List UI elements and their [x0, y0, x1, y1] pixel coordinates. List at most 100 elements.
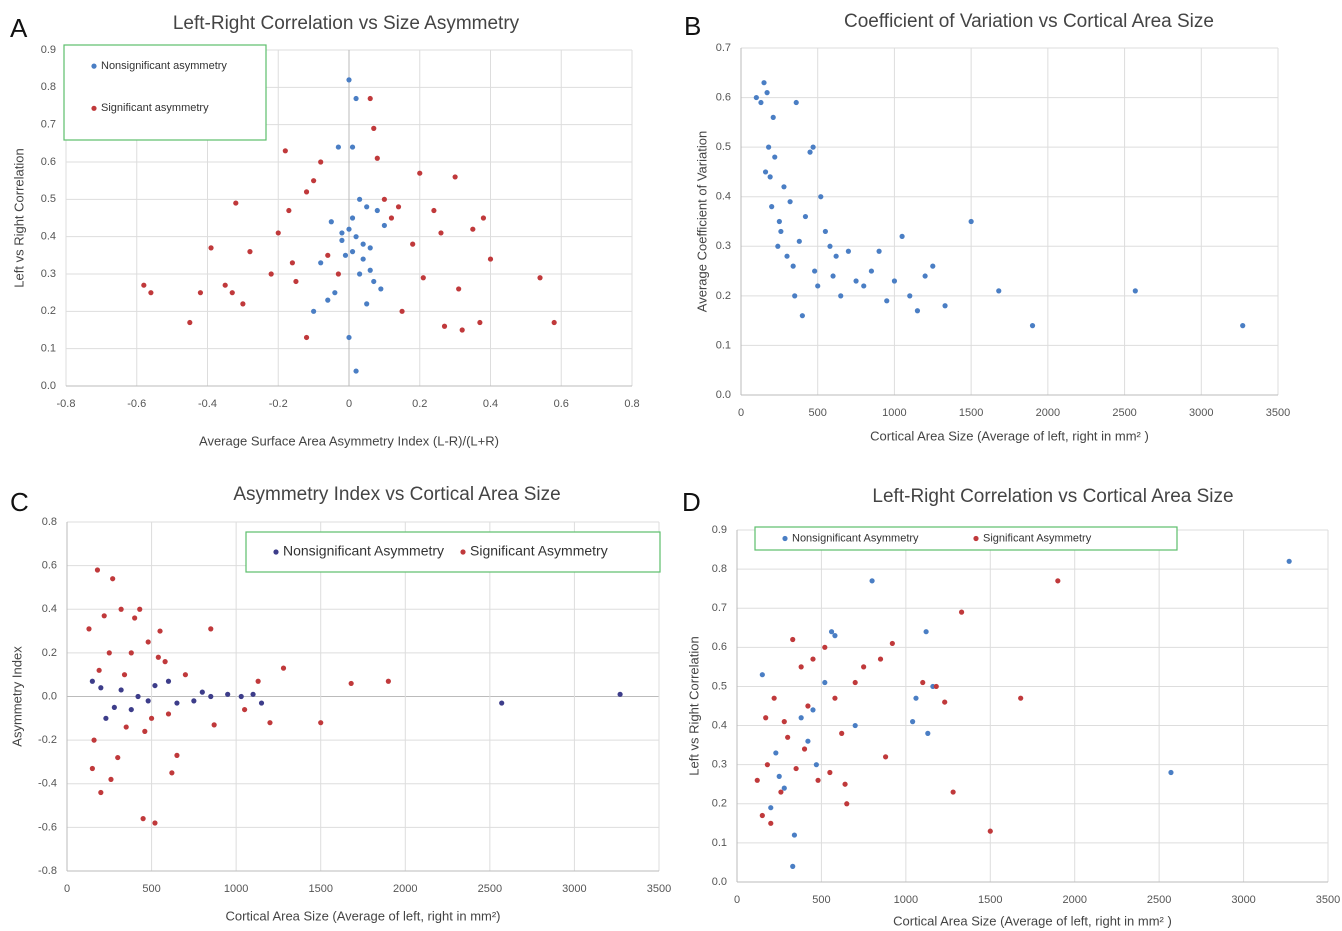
legend-label: Significant Asymmetry	[983, 532, 1092, 544]
y-tick-label: 0.3	[716, 240, 731, 252]
scatter-point	[289, 260, 295, 266]
scatter-point	[754, 777, 760, 783]
x-tick-label: 500	[812, 894, 830, 906]
scatter-point	[770, 114, 776, 120]
y-tick-label: 0.1	[716, 339, 731, 351]
y-axis-label: Left vs Right Correlation	[686, 636, 701, 775]
x-tick-label: 3000	[1189, 407, 1213, 419]
scatter-point	[832, 695, 838, 701]
scatter-point	[925, 730, 931, 736]
scatter-point	[162, 659, 168, 665]
scatter-point	[311, 308, 317, 314]
scatter-point	[174, 700, 180, 706]
x-tick-label: 3000	[562, 883, 586, 895]
x-tick-label: 3500	[647, 883, 671, 895]
scatter-point	[208, 245, 214, 251]
y-tick-label: 0.0	[42, 690, 57, 702]
scatter-point	[477, 319, 483, 326]
scatter-point	[98, 685, 104, 691]
scatter-point	[759, 812, 765, 819]
y-tick-label: -0.2	[38, 734, 57, 746]
scatter-point	[842, 781, 848, 787]
chart-title: Asymmetry Index vs Cortical Area Size	[233, 484, 560, 505]
legend: Nonsignificant asymmetry Significant asym…	[63, 44, 267, 141]
scatter-point	[349, 144, 356, 150]
scatter-point	[371, 125, 377, 131]
scatter-point	[431, 207, 437, 214]
scatter-point	[225, 691, 231, 697]
scatter-point	[118, 687, 124, 693]
scatter-point	[388, 215, 395, 221]
x-tick-label: 1000	[224, 883, 248, 895]
scatter-point	[838, 293, 844, 299]
scatter-point	[933, 683, 939, 690]
scatter-point	[796, 238, 802, 244]
y-tick-label: 0.9	[712, 524, 727, 536]
scatter-point	[818, 194, 824, 200]
y-tick-label: 0.3	[712, 759, 727, 771]
scatter-point	[801, 746, 808, 752]
scatter-point	[768, 805, 774, 811]
scatter-point	[790, 636, 796, 643]
scatter-point	[191, 698, 197, 704]
scatter-point	[275, 230, 281, 236]
y-tick-label: 0.8	[41, 81, 56, 93]
scatter-point	[267, 720, 273, 726]
scatter-point	[140, 816, 146, 822]
x-tick-label: 2500	[1147, 894, 1171, 906]
x-tick-label: 1500	[959, 407, 983, 419]
scatter-point	[785, 734, 791, 740]
y-tick-label: 0.4	[41, 231, 56, 243]
scatter-point	[121, 672, 128, 678]
scatter-point	[360, 256, 366, 262]
scatter-point	[98, 789, 104, 796]
scatter-point	[910, 719, 916, 725]
scatter-point	[346, 226, 352, 232]
scatter-point	[861, 283, 867, 289]
y-tick-label: 0.4	[716, 191, 731, 203]
scatter-point	[781, 184, 787, 190]
legend-box	[754, 526, 1178, 551]
scatter-point	[1055, 578, 1061, 584]
panel: B Coefficient of Variation vs Cortical Ar…	[684, 11, 1290, 444]
scatter-point	[922, 273, 928, 279]
scatter-point	[830, 273, 836, 279]
scatter-point	[1029, 323, 1036, 329]
scatter-point	[385, 678, 391, 684]
scatter-point	[325, 252, 331, 258]
scatter-point	[438, 230, 444, 236]
scatter-point	[89, 678, 95, 684]
scatter-point	[208, 626, 214, 632]
legend-box	[245, 531, 661, 573]
scatter-point	[807, 149, 813, 155]
scatter-point	[94, 567, 101, 573]
scatter-point	[182, 672, 188, 678]
x-tick-label: 0.4	[483, 398, 498, 410]
y-axis-label: Left vs Right Correlation	[11, 148, 26, 287]
scatter-point	[145, 698, 151, 704]
panel: D Left-Right Correlation vs Cortical Area…	[682, 486, 1340, 928]
scatter-point	[349, 249, 356, 255]
x-tick-label: -0.4	[198, 398, 217, 410]
scatter-point	[128, 706, 134, 713]
scatter-point	[810, 707, 816, 713]
scatter-point	[487, 256, 494, 262]
scatter-point	[141, 282, 147, 288]
y-tick-label: 0.6	[716, 91, 731, 103]
scatter-point	[417, 170, 423, 176]
scatter-point	[753, 94, 759, 101]
scatter-point	[914, 308, 921, 314]
y-tick-label: 0.8	[712, 563, 727, 575]
y-tick-label: -0.4	[38, 778, 57, 790]
scatter-point	[367, 267, 373, 273]
scatter-point	[353, 95, 359, 102]
scatter-point	[452, 174, 458, 180]
scatter-point	[812, 268, 818, 274]
chart-title: Coefficient of Variation vs Cortical Are…	[844, 11, 1214, 32]
scatter-point	[877, 656, 884, 662]
scatter-point	[420, 275, 426, 281]
panel: C Asymmetry Index vs Cortical Area Size -0…	[9, 484, 671, 923]
scatter-point	[268, 271, 274, 277]
scatter-point	[805, 703, 811, 709]
scatter-point	[787, 199, 793, 205]
